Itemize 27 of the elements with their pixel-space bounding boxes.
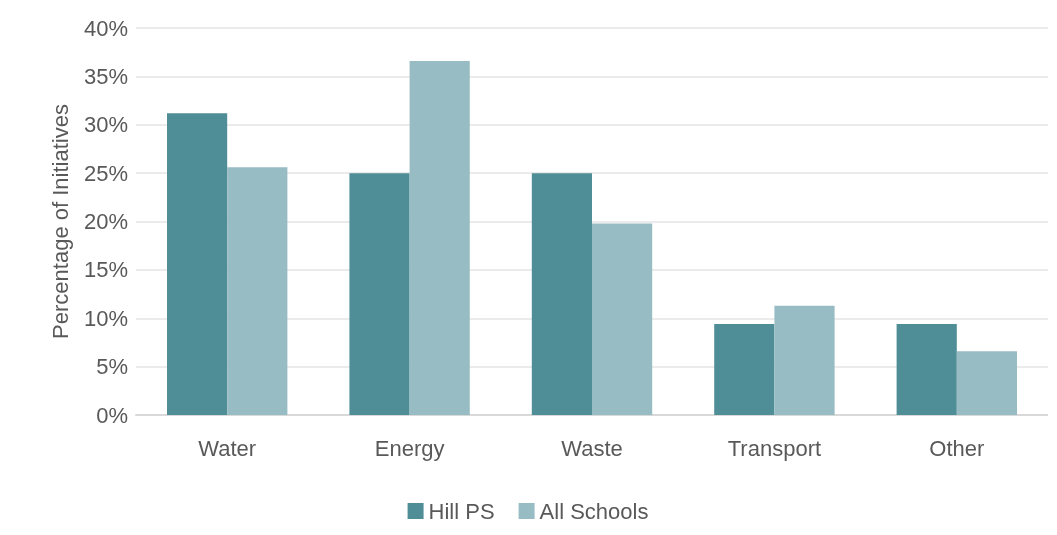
x-tick-label: Water — [198, 435, 257, 461]
bar — [896, 324, 957, 415]
y-tick-label: 5% — [96, 354, 128, 380]
y-tick-label: 30% — [83, 112, 128, 138]
y-tick-label: 0% — [96, 402, 128, 428]
y-tick-label: 40% — [83, 15, 128, 41]
bar — [531, 173, 592, 415]
y-tick-label: 20% — [83, 209, 128, 234]
y-axis-title: Percentage of Initiatives — [47, 104, 73, 339]
bar — [349, 173, 410, 415]
bar — [409, 60, 470, 415]
legend-label: All Schools — [539, 498, 649, 524]
bar — [956, 351, 1017, 415]
bar — [167, 113, 228, 415]
y-tick-label: 35% — [83, 63, 128, 89]
y-tick-label: 25% — [83, 160, 128, 186]
bar — [592, 223, 653, 415]
x-tick-label: Transport — [727, 435, 822, 461]
x-tick-label: Waste — [561, 435, 623, 461]
bar — [227, 167, 288, 415]
bar — [774, 305, 835, 415]
bar — [714, 324, 775, 415]
x-tick-label: Other — [929, 435, 985, 461]
y-tick-label: 10% — [83, 305, 128, 331]
x-tick-label: Energy — [374, 435, 445, 461]
y-tick-label: 15% — [83, 257, 128, 283]
legend-label: Hill PS — [428, 498, 495, 524]
